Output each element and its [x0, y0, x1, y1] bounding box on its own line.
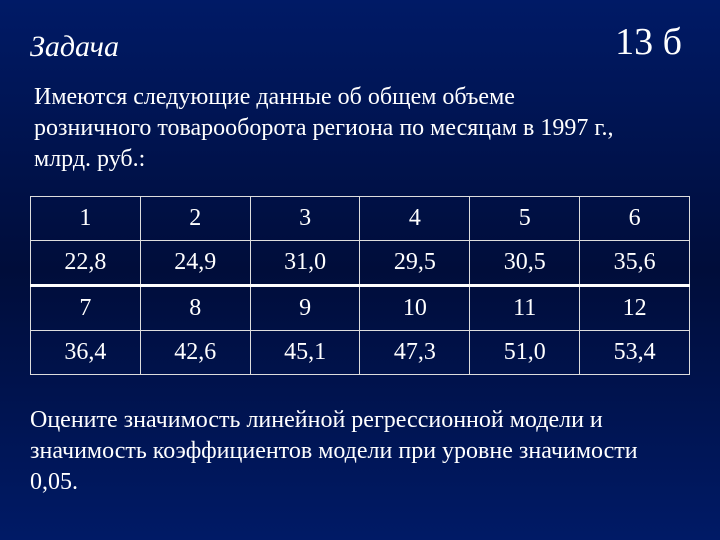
table-cell: 45,1	[250, 330, 360, 374]
table-cell: 42,6	[140, 330, 250, 374]
table-row: 1 2 3 4 5 6	[31, 196, 690, 240]
table-cell: 8	[140, 285, 250, 330]
table-cell: 5	[470, 196, 580, 240]
table-cell: 24,9	[140, 240, 250, 285]
table-cell: 11	[470, 285, 580, 330]
table-row: 36,4 42,6 45,1 47,3 51,0 53,4	[31, 330, 690, 374]
table-row: 22,8 24,9 31,0 29,5 30,5 35,6	[31, 240, 690, 285]
table-cell: 6	[580, 196, 690, 240]
points-badge: 13 б	[615, 20, 682, 64]
table-cell: 12	[580, 285, 690, 330]
table-cell: 47,3	[360, 330, 470, 374]
question-text: Оцените значимость линейной регрессионно…	[30, 405, 690, 499]
table-row: 7 8 9 10 11 12	[31, 285, 690, 330]
data-table: 1 2 3 4 5 6 22,8 24,9 31,0 29,5 30,5 35,…	[30, 196, 690, 375]
table-cell: 7	[31, 285, 141, 330]
table-cell: 9	[250, 285, 360, 330]
table-cell: 51,0	[470, 330, 580, 374]
table-cell: 29,5	[360, 240, 470, 285]
table-cell: 36,4	[31, 330, 141, 374]
table-cell: 10	[360, 285, 470, 330]
table-cell: 53,4	[580, 330, 690, 374]
table-cell: 35,6	[580, 240, 690, 285]
table-cell: 1	[31, 196, 141, 240]
table-cell: 22,8	[31, 240, 141, 285]
table-cell: 31,0	[250, 240, 360, 285]
slide-title: Задача	[30, 30, 119, 64]
table-cell: 4	[360, 196, 470, 240]
table-cell: 2	[140, 196, 250, 240]
table-cell: 30,5	[470, 240, 580, 285]
table-cell: 3	[250, 196, 360, 240]
intro-text: Имеются следующие данные об общем объеме…	[30, 82, 690, 176]
header-row: Задача 13 б	[30, 20, 690, 64]
